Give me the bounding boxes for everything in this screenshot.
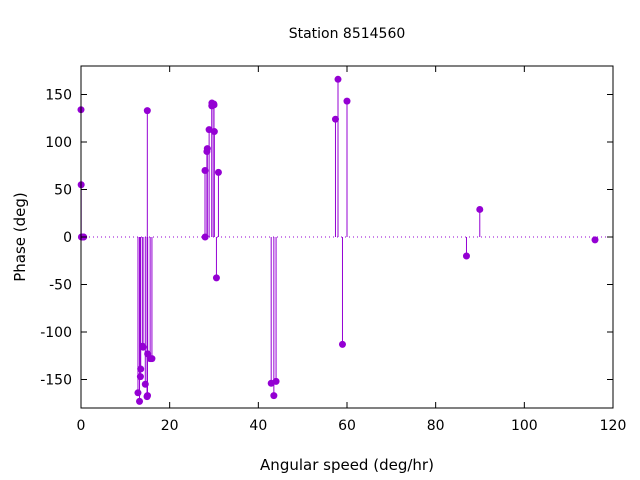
x-axis-label: Angular speed (deg/hr) bbox=[260, 456, 434, 474]
data-point bbox=[144, 392, 151, 400]
data-point bbox=[591, 236, 599, 244]
plot-area: 0 20 40 60 80 100 120 -150 -100 -50 0 50 100 150 bbox=[40, 65, 627, 434]
data-point bbox=[343, 97, 351, 105]
x-tick-label: 100 bbox=[511, 418, 538, 434]
data-point bbox=[143, 107, 151, 115]
x-tick-label: 120 bbox=[600, 418, 627, 434]
x-tick-label: 0 bbox=[77, 418, 86, 434]
data-point bbox=[136, 397, 144, 405]
data-point bbox=[331, 115, 339, 123]
y-axis-label: Phase (deg) bbox=[11, 192, 29, 282]
data-point bbox=[334, 75, 342, 83]
y-tick-label: 0 bbox=[63, 230, 72, 246]
data-point bbox=[212, 274, 220, 282]
data-point bbox=[214, 168, 222, 176]
data-point bbox=[462, 252, 470, 260]
data-point bbox=[137, 365, 145, 373]
data-point bbox=[148, 355, 156, 363]
data-point bbox=[272, 377, 280, 385]
data-point bbox=[134, 389, 142, 397]
data-point bbox=[338, 340, 346, 348]
x-tick-label: 80 bbox=[427, 418, 445, 434]
x-tick-label: 40 bbox=[249, 418, 267, 434]
x-tick-label: 20 bbox=[161, 418, 179, 434]
data-point bbox=[270, 392, 278, 400]
y-tick-label: 150 bbox=[45, 88, 72, 104]
data-point bbox=[203, 145, 211, 153]
data-point bbox=[210, 101, 218, 109]
y-tick-label: -100 bbox=[40, 325, 72, 341]
data-point bbox=[476, 205, 484, 213]
data-point bbox=[210, 128, 218, 136]
chart-title: Station 8514560 bbox=[289, 26, 406, 42]
y-tick-label: 50 bbox=[54, 183, 72, 199]
y-tick-label: -150 bbox=[40, 373, 72, 389]
data-point bbox=[136, 373, 144, 381]
x-tick-label: 60 bbox=[338, 418, 356, 434]
y-tick-label: 100 bbox=[45, 135, 72, 151]
y-tick-label: -50 bbox=[49, 278, 72, 294]
